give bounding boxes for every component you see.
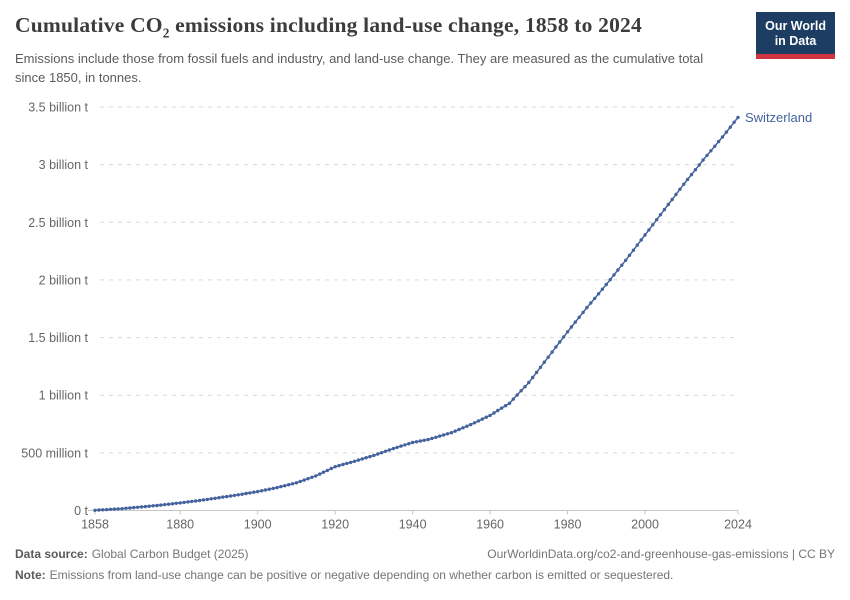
co2-subscript: 2 [162,25,170,41]
svg-text:3.5 billion t: 3.5 billion t [28,101,88,115]
footer-link[interactable]: OurWorldinData.org/co2-and-greenhouse-ga… [487,547,835,561]
svg-text:2 billion t: 2 billion t [39,273,89,287]
svg-text:Switzerland: Switzerland [745,110,812,125]
owid-logo-line2: in Data [774,34,817,48]
footer-note-value: Emissions from land-use change can be po… [49,568,674,582]
data-source: Data source: Global Carbon Budget (2025) [15,547,248,561]
svg-text:500 million t: 500 million t [21,446,88,460]
svg-text:2.5 billion t: 2.5 billion t [28,216,88,230]
svg-text:0 t: 0 t [74,504,88,518]
svg-text:1940: 1940 [399,518,427,532]
data-source-label: Data source: [15,547,88,561]
owid-logo[interactable]: Our World in Data [756,12,835,59]
svg-text:1880: 1880 [166,518,194,532]
svg-text:1900: 1900 [244,518,272,532]
svg-text:2024: 2024 [724,518,752,532]
svg-text:1858: 1858 [81,518,109,532]
svg-text:1920: 1920 [321,518,349,532]
svg-text:2000: 2000 [631,518,659,532]
svg-text:1 billion t: 1 billion t [39,389,89,403]
data-source-value: Global Carbon Budget (2025) [91,547,249,561]
footer-note-label: Note: [15,568,46,582]
footer-note: Note: Emissions from land-use change can … [15,568,673,582]
page-title: Cumulative CO2 emissions including land-… [15,13,642,41]
svg-text:3 billion t: 3 billion t [39,158,89,172]
svg-text:1.5 billion t: 1.5 billion t [28,331,88,345]
owid-logo-line1: Our World [765,19,826,33]
svg-text:1980: 1980 [554,518,582,532]
svg-text:1960: 1960 [476,518,504,532]
chart-subtitle: Emissions include those from fossil fuel… [15,51,704,85]
